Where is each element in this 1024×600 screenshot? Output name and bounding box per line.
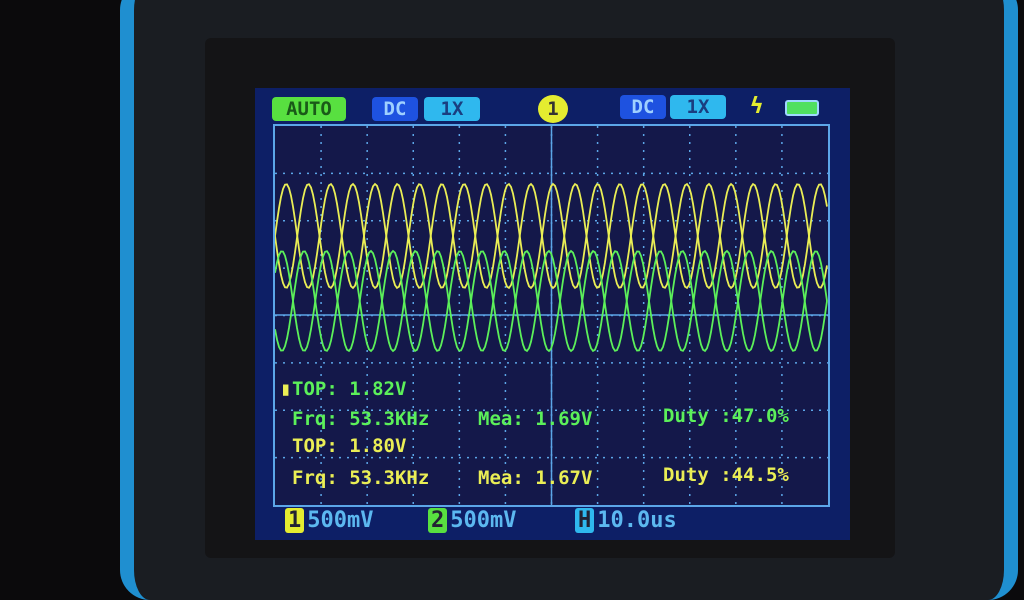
- ch1-duty: Duty :47.0%: [663, 405, 789, 427]
- time-scale-value: 10.0us: [597, 508, 677, 533]
- ch1-frequency: Frq: 53.3KHz: [292, 408, 430, 430]
- waveform-svg: [275, 126, 828, 505]
- ch1-scale-value: 500mV: [307, 508, 374, 533]
- ch2-frequency: Frq: 53.3KHz: [292, 467, 430, 489]
- ch1-label: 1: [285, 508, 305, 533]
- trigger-channel-badge[interactable]: 1: [538, 95, 568, 123]
- ch2-scale[interactable]: 2 500mV: [428, 508, 516, 533]
- lightning-icon: ϟ: [750, 94, 764, 119]
- ch2-mean: Mea: 1.67V: [478, 467, 593, 489]
- ch1-probe-badge[interactable]: 1X: [424, 97, 480, 121]
- battery-icon: [785, 100, 819, 116]
- ch1-scale[interactable]: 1 500mV: [285, 508, 373, 533]
- ch2-trace-ghost: [275, 249, 828, 353]
- mode-badge[interactable]: AUTO: [272, 97, 346, 121]
- ch2-coupling-badge[interactable]: DC: [620, 95, 666, 119]
- ch2-duty: Duty :44.5%: [663, 464, 789, 486]
- time-label: H: [575, 508, 595, 533]
- time-scale[interactable]: H 10.0us: [575, 508, 677, 533]
- ch1-mean: Mea: 1.69V: [478, 408, 593, 430]
- ch2-scale-value: 500mV: [450, 508, 517, 533]
- ch1-marker: ▮: [280, 378, 292, 400]
- ch2-top: TOP: 1.80V: [292, 435, 407, 457]
- ch2-trace: [275, 249, 828, 353]
- waveform-plot[interactable]: [273, 124, 830, 507]
- ch1-top: TOP: 1.82V: [292, 378, 407, 400]
- ch2-probe-badge[interactable]: 1X: [670, 95, 726, 119]
- ch1-trace-ghost: [275, 182, 828, 290]
- ch1-coupling-badge[interactable]: DC: [372, 97, 418, 121]
- ch2-label: 2: [428, 508, 448, 533]
